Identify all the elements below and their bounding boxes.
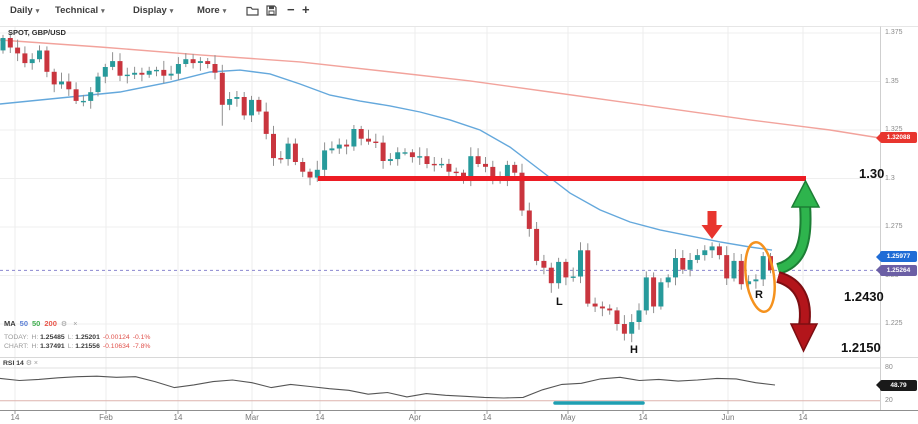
technical-menu[interactable]: Technical ▾	[55, 5, 105, 16]
chart-high: 1.37491	[40, 343, 65, 350]
moving-average-lines	[0, 39, 881, 251]
chart-change-pct: -7.8%	[132, 343, 151, 350]
rsi-value-tag: 48.79	[876, 379, 917, 391]
candlestick-series	[0, 33, 773, 343]
stats-row-label: CHART:	[4, 343, 29, 350]
chart-low: 1.21556	[75, 343, 100, 350]
ma-indicator-legend: MA 50 50 200 ⚙ ×	[4, 319, 81, 328]
more-menu-label: More	[197, 5, 220, 16]
stats-row-label: TODAY:	[4, 334, 29, 341]
support-level-label: 1.2430	[844, 289, 884, 304]
close-icon[interactable]: ×	[33, 360, 38, 367]
rsi-line	[0, 375, 776, 405]
annotation-shapes	[701, 179, 821, 353]
today-change: -0.00124	[102, 334, 130, 341]
y-axis-label: 1.35	[885, 77, 899, 85]
ma-period-50-blue: 50	[19, 319, 29, 328]
chevron-down-icon: ▾	[169, 8, 174, 15]
prev-close-price-tag: 1.25264	[876, 264, 917, 276]
save-chart-button[interactable]	[266, 4, 277, 19]
rsi-legend-title: RSI	[3, 360, 15, 367]
gridlines	[0, 26, 918, 414]
minus-icon: −	[287, 2, 295, 17]
y-axis-label: 1.3	[885, 174, 895, 182]
chevron-down-icon: ▾	[35, 8, 40, 15]
open-chart-button[interactable]	[246, 4, 259, 19]
high-label: H:	[31, 343, 39, 350]
ma-legend-title: MA	[4, 319, 16, 328]
plus-icon: +	[302, 2, 310, 17]
stats-row-chart: CHART: H: 1.37491 L: 1.21556 -0.10634 -7…	[4, 342, 153, 351]
left-shoulder-label: L	[556, 296, 563, 308]
ma-period-200-red: 200	[44, 319, 57, 328]
rsi-overbought-label: 80	[885, 364, 893, 371]
y-axis-label: 1.275	[885, 223, 903, 230]
resistance-level-line	[318, 176, 806, 181]
timeframe-menu[interactable]: Daily ▾	[10, 5, 39, 16]
ma200-price-tag: 1.32088	[876, 132, 917, 144]
low-label: L:	[67, 343, 74, 350]
rsi-indicator-legend: RSI 14 ⚙ ×	[3, 359, 38, 367]
technical-menu-label: Technical	[55, 5, 99, 16]
more-menu[interactable]: More ▾	[197, 5, 226, 16]
y-axis-label: 1.325	[885, 126, 903, 133]
today-low: 1.25201	[75, 334, 100, 341]
gear-icon[interactable]: ⚙	[60, 321, 68, 328]
rsi-period: 14	[16, 360, 24, 367]
resistance-level-label: 1.30	[859, 166, 885, 181]
ma-period-50-green: 50	[32, 319, 41, 328]
display-menu-label: Display	[133, 5, 167, 16]
chevron-down-icon: ▾	[222, 8, 227, 15]
zoom-in-button[interactable]: +	[302, 2, 310, 17]
target-level-label: 1.2150	[841, 340, 881, 355]
rsi-oversold-label: 20	[885, 396, 893, 404]
symbol-label: SPOT, GBP/USD	[8, 28, 66, 37]
stats-row-today: TODAY: H: 1.25485 L: 1.25201 -0.00124 -0…	[4, 333, 153, 342]
high-label: H:	[31, 334, 39, 341]
display-menu[interactable]: Display ▾	[133, 5, 173, 16]
right-shoulder-label: R	[755, 289, 763, 301]
red-down-scenario-arrow	[776, 273, 809, 327]
today-change-pct: -0.1%	[132, 334, 151, 341]
y-axis-label: 1.375	[885, 29, 903, 36]
close-icon[interactable]: ×	[73, 321, 78, 328]
head-label: H	[630, 344, 638, 356]
open-folder-icon	[246, 6, 259, 16]
right-shoulder-ellipse	[744, 241, 776, 313]
toolbar: Daily ▾ Technical ▾ Display ▾ More ▾ − +	[0, 0, 918, 26]
today-high: 1.25485	[40, 334, 65, 341]
save-icon	[266, 5, 277, 16]
timeframe-menu-label: Daily	[10, 5, 33, 16]
chart-change: -0.10634	[102, 343, 130, 350]
red-down-arrow-icon	[701, 211, 723, 239]
green-up-scenario-arrow	[776, 204, 810, 273]
chevron-down-icon: ▾	[101, 8, 105, 15]
gear-icon[interactable]: ⚙	[25, 360, 32, 367]
low-label: L:	[67, 334, 74, 341]
last-price-tag: 1.25977	[876, 251, 917, 263]
y-axis-label: 1.225	[885, 320, 903, 327]
price-stats: TODAY: H: 1.25485 L: 1.25201 -0.00124 -0…	[4, 333, 153, 351]
zoom-out-button[interactable]: −	[287, 2, 295, 17]
